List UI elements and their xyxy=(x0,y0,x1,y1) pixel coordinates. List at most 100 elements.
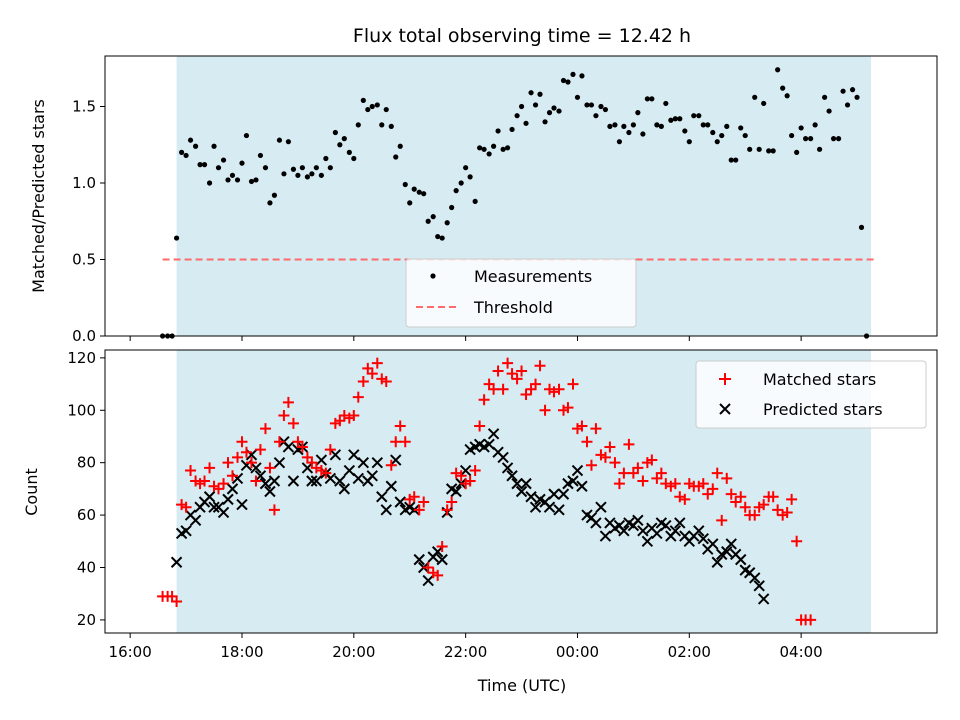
predicted-star-point xyxy=(487,428,500,440)
predicted-star-point xyxy=(222,493,234,506)
time-x-tick-label: 16:00 xyxy=(109,643,152,661)
measurement-point xyxy=(225,177,231,183)
matched-star-point xyxy=(436,541,448,553)
predicted-star-point xyxy=(250,462,262,474)
matched-star-point xyxy=(604,441,616,453)
predicted-star-point xyxy=(310,475,323,487)
matched-star-point xyxy=(576,420,588,432)
measurement-point xyxy=(332,129,338,136)
predicted-star-point xyxy=(334,475,346,487)
chart-title: Flux total observing time = 12.42 h xyxy=(353,25,691,47)
predicted-star-point xyxy=(711,556,723,568)
measurement-point xyxy=(304,174,311,180)
matched-star-point xyxy=(469,465,481,477)
predicted-star-point xyxy=(264,485,276,498)
predicted-star-point xyxy=(749,572,761,584)
measurement-point xyxy=(761,100,767,107)
predicted-star-point xyxy=(273,456,286,469)
predicted-star-point xyxy=(394,496,406,508)
predicted-star-point xyxy=(306,475,318,487)
predicted-star-point xyxy=(357,456,370,469)
matched-star-point xyxy=(213,483,225,495)
measurement-point xyxy=(299,165,305,171)
predicted-star-point xyxy=(529,501,542,513)
ratio-plot-frame xyxy=(104,55,938,337)
ratio-y-tick-label: 1.0 xyxy=(72,174,96,192)
predicted-star-point xyxy=(721,546,733,558)
measurement-point xyxy=(407,200,413,206)
measurement-point xyxy=(766,148,772,154)
measurement-point xyxy=(803,136,809,142)
matched-star-point xyxy=(432,569,444,581)
legend-threshold-label: Threshold xyxy=(473,298,553,317)
measurement-point xyxy=(784,93,790,99)
count-x-ticks: 16:00 18:00 20:00 22:00 00:00 02:00 04:00 xyxy=(109,633,823,661)
ratio-legend: Measurements Threshold xyxy=(405,258,637,328)
matched-star-point xyxy=(553,383,565,395)
predicted-star-point xyxy=(590,517,602,529)
matched-star-point xyxy=(380,375,392,387)
matched-star-point xyxy=(273,436,285,448)
matched-star-point xyxy=(450,467,462,479)
matched-star-point xyxy=(357,375,369,387)
matched-star-point xyxy=(474,420,486,432)
measurement-point xyxy=(179,149,185,155)
measurement-point xyxy=(770,148,776,154)
measurement-point xyxy=(187,137,194,143)
measurement-point xyxy=(808,136,814,142)
measurement-point xyxy=(229,172,236,178)
measurement-point xyxy=(215,165,222,171)
predicted-star-point xyxy=(506,470,518,482)
predicted-star-point xyxy=(450,485,462,498)
predicted-star-point xyxy=(557,488,570,500)
matched-star-point xyxy=(282,396,294,408)
measurement-point xyxy=(309,171,315,177)
predicted-star-point xyxy=(576,480,588,492)
measurement-point xyxy=(206,180,213,186)
measurement-point xyxy=(789,132,795,139)
time-x-tick-label: 00:00 xyxy=(556,643,599,661)
matched-star-point xyxy=(618,467,630,479)
matched-star-point xyxy=(506,368,518,380)
predicted-star-point xyxy=(735,553,747,566)
count-plot-frame xyxy=(104,349,938,634)
measurement-point xyxy=(374,102,380,108)
measurement-point xyxy=(253,177,259,183)
measurement-point xyxy=(556,108,562,114)
predicted-star-point xyxy=(543,501,556,513)
measurement-point xyxy=(495,128,501,134)
measurement-point xyxy=(281,171,287,177)
measurement-point xyxy=(285,139,291,145)
matched-star-point xyxy=(697,478,709,490)
measurement-point xyxy=(211,143,217,149)
predicted-star-point xyxy=(301,462,314,474)
measurement-point xyxy=(449,204,455,211)
predicted-star-point xyxy=(287,475,300,487)
matched-star-point xyxy=(408,491,420,503)
measurement-point xyxy=(738,125,744,131)
measurement-points xyxy=(159,67,870,339)
measurement-point xyxy=(477,145,483,151)
count-y-axis-label: Count xyxy=(22,468,41,516)
measurement-point xyxy=(840,88,846,94)
measurement-point xyxy=(504,145,511,151)
matched-star-point xyxy=(492,365,504,377)
measurement-point xyxy=(644,96,650,102)
predicted-star-point xyxy=(525,491,537,503)
time-x-tick-label: 22:00 xyxy=(444,643,487,661)
measurement-point xyxy=(183,152,189,159)
measurement-point xyxy=(822,94,828,100)
matched-star-point xyxy=(185,465,197,477)
matched-star-point xyxy=(702,488,714,500)
matched-star-point xyxy=(669,478,681,490)
predicted-star-point xyxy=(282,441,295,453)
measurement-point xyxy=(621,123,627,129)
matched-star-point xyxy=(735,491,747,503)
predicted-star-point xyxy=(725,538,737,550)
measurement-point xyxy=(705,122,711,128)
measurement-point xyxy=(509,126,515,133)
measurement-point xyxy=(844,102,851,108)
matched-star-point xyxy=(278,410,290,422)
predicted-star-point xyxy=(707,538,719,550)
measurement-point xyxy=(491,143,497,149)
